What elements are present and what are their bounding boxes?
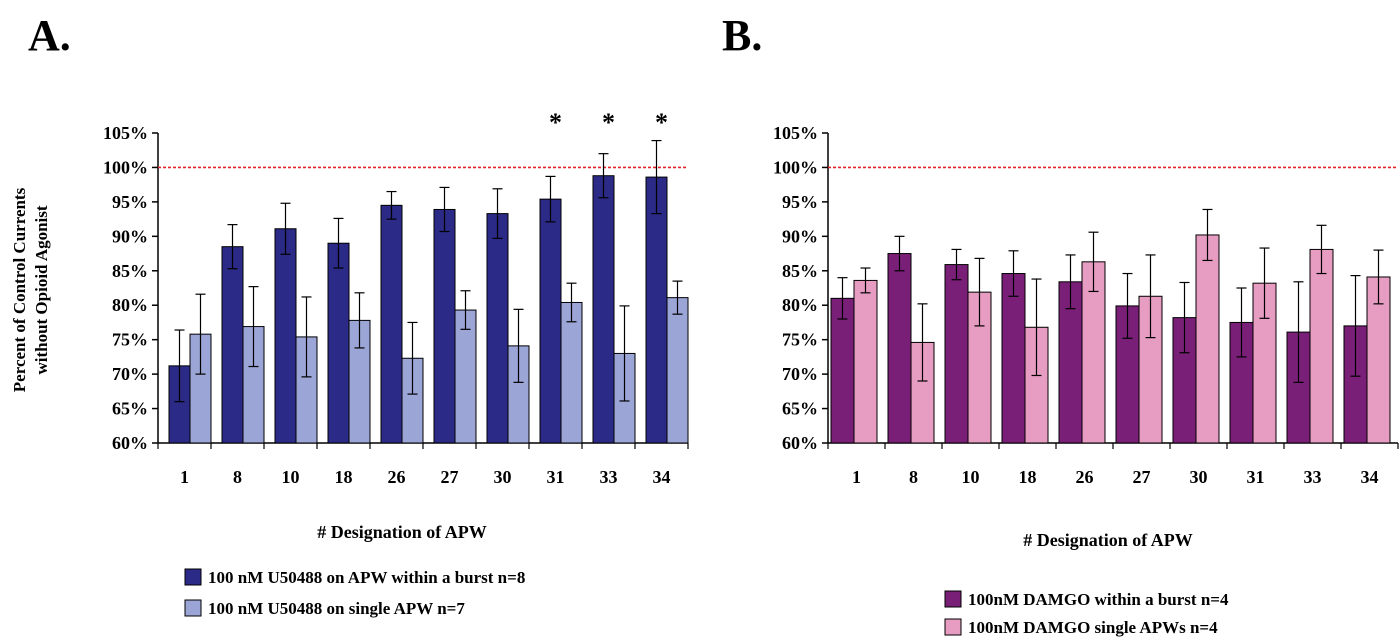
a-y-tick-label: 75% [112, 330, 148, 350]
panel-a-x-ticks: 1 8 10 18 26 27 30 31 33 34 [157, 443, 689, 487]
panel-a-bars [168, 175, 689, 444]
panel-b-x-ticks: 1 8 10 18 26 27 30 31 33 34 [827, 443, 1399, 487]
b-x-tick-label: 34 [1361, 467, 1379, 487]
b-y-tick-label: 90% [782, 226, 818, 246]
a-x-tick-label: 27 [441, 467, 459, 487]
a-y-tick-label: 65% [112, 399, 148, 419]
b-y-tick-label: 80% [782, 295, 818, 315]
b-y-tick-label: 95% [782, 192, 818, 212]
a-x-tick-label: 26 [388, 467, 406, 487]
a-x-tick-label: 10 [282, 467, 300, 487]
a-legend-swatch [184, 568, 202, 586]
a-y-tick-label: 85% [112, 261, 148, 281]
b-y-tick-label: 70% [782, 364, 818, 384]
b-bar-s1 [830, 297, 855, 444]
panel-b-error-bars [837, 208, 1384, 383]
panel-a-ylabel-line1: Percent of Control Currents [10, 187, 29, 392]
a-x-tick-label: 31 [547, 467, 565, 487]
a-y-tick-label: 90% [112, 226, 148, 246]
a-bar-s1 [645, 176, 668, 444]
panel-b-legend: 100nM DAMGO within a burst n=4 100nM DAMG… [944, 590, 1229, 637]
panel-a-xlabel: # Designation of APW [317, 522, 487, 542]
a-y-tick-label: 60% [112, 433, 148, 453]
a-y-tick-label: 80% [112, 295, 148, 315]
b-x-tick-label: 31 [1247, 467, 1265, 487]
a-bar-s1 [274, 228, 297, 444]
a-x-tick-label: 18 [335, 467, 353, 487]
panel-b-bars [830, 234, 1391, 444]
b-y-tick-label: 65% [782, 399, 818, 419]
b-y-tick-label: 100% [773, 157, 818, 177]
a-bar-s1 [380, 204, 403, 444]
b-legend-swatch [944, 590, 962, 608]
b-x-tick-label: 30 [1190, 467, 1208, 487]
a-bar-s2 [666, 297, 689, 444]
panel-a-significance-markers: * * * [549, 108, 668, 137]
a-legend-label: 100 nM U50488 on single APW n=7 [208, 599, 465, 618]
b-legend-swatch [944, 618, 962, 636]
panel-b-y-ticks: 60% 65% 70% 75% 80% 85% 90% 95% 100% 105% [773, 123, 828, 453]
a-significance-star: * [602, 108, 615, 137]
b-legend-label: 100nM DAMGO within a burst n=4 [968, 590, 1229, 609]
b-x-tick-label: 1 [852, 467, 861, 487]
b-x-tick-label: 33 [1304, 467, 1322, 487]
a-x-tick-label: 8 [233, 467, 242, 487]
a-x-tick-label: 1 [180, 467, 189, 487]
b-legend-label: 100nM DAMGO single APWs n=4 [968, 618, 1218, 637]
b-bar-s1 [1001, 273, 1026, 444]
a-bar-s1 [539, 198, 562, 444]
a-bar-s1 [486, 213, 509, 444]
a-bar-s2 [560, 301, 583, 444]
a-y-tick-label: 105% [103, 123, 148, 143]
a-y-tick-label: 95% [112, 192, 148, 212]
b-bar-s2 [853, 279, 878, 444]
a-legend-label: 100 nM U50488 on APW within a burst n=8 [208, 568, 525, 587]
panel-b-label: B. [722, 11, 762, 60]
a-bar-s1 [592, 175, 615, 444]
a-legend-swatch [184, 599, 202, 617]
a-bar-s1 [433, 208, 456, 444]
panel-a-error-bars [174, 139, 683, 403]
a-x-tick-label: 34 [653, 467, 671, 487]
a-bar-s2 [454, 309, 477, 444]
b-bar-s2 [1309, 248, 1334, 444]
b-bar-s1 [887, 253, 912, 444]
a-significance-star: * [549, 108, 562, 137]
panel-a-legend: 100 nM U50488 on APW within a burst n=8 1… [184, 568, 525, 618]
b-y-tick-label: 105% [773, 123, 818, 143]
a-y-tick-label: 70% [112, 364, 148, 384]
b-y-tick-label: 75% [782, 330, 818, 350]
a-y-tick-label: 100% [103, 157, 148, 177]
b-y-tick-label: 85% [782, 261, 818, 281]
b-x-tick-label: 27 [1133, 467, 1151, 487]
a-x-tick-label: 33 [600, 467, 618, 487]
panel-b-xlabel: # Designation of APW [1023, 530, 1193, 550]
a-x-tick-label: 30 [494, 467, 512, 487]
b-y-tick-label: 60% [782, 433, 818, 453]
panel-b: B. 60%65%70%75%80%85%90%95%100%105% 1 8 10… [722, 11, 1399, 637]
b-bar-s1 [944, 264, 969, 444]
panel-a-ylabel-line2: without Opioid Agonist [32, 205, 51, 374]
panel-a: A. Percent of Control Currents without O… [10, 11, 689, 618]
b-x-tick-label: 18 [1019, 467, 1037, 487]
a-significance-star: * [655, 108, 668, 137]
b-x-tick-label: 26 [1076, 467, 1094, 487]
b-x-tick-label: 8 [909, 467, 918, 487]
panel-a-label: A. [28, 11, 71, 60]
panel-a-y-ticks: 60% 65% 70% 75% 80% 85% 90% 95% 100% 105% [103, 123, 158, 453]
b-bar-s2 [1195, 234, 1220, 444]
a-bar-s1 [221, 246, 244, 444]
a-bar-s1 [327, 242, 350, 444]
b-x-tick-label: 10 [962, 467, 980, 487]
